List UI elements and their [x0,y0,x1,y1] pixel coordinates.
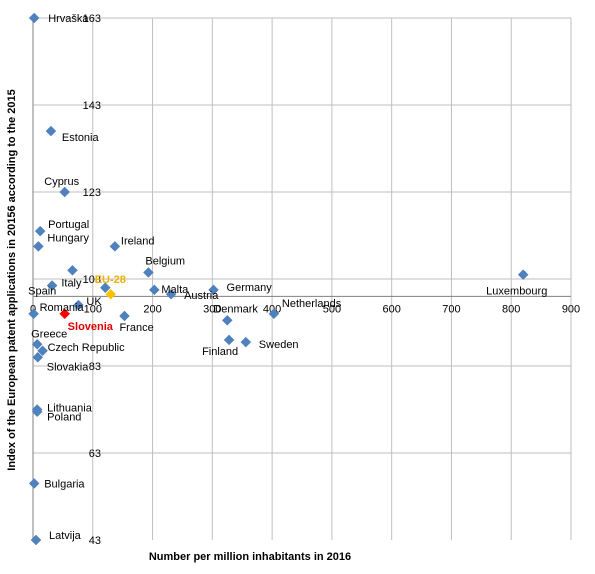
x-tick-label: 900 [562,303,580,315]
y-tick-label: 83 [89,361,101,373]
point-netherlands [268,308,280,320]
point-label-ireland: Ireland [121,235,155,247]
point-label-hungary: Hungary [47,232,89,244]
point-france [119,310,130,322]
x-tick-label: 600 [382,303,400,315]
point-label-germany: Germany [227,282,273,294]
point-germany [208,284,219,296]
point-label-luxembourg: Luxembourg [486,286,547,298]
point-label-belgium: Belgium [145,255,185,267]
point-greece [31,338,43,350]
x-tick-label: 100 [84,303,102,315]
y-axis-title: Index of the European patent application… [6,89,18,470]
point-cyprus [59,186,71,198]
y-tick-label: 143 [83,100,101,112]
point-label-sweden: Sweden [259,339,299,351]
point-label-cyprus: Cyprus [44,176,79,188]
point-austria [165,288,177,300]
x-tick-label: 500 [323,303,341,315]
point-label-netherlands: Netherlands [282,298,342,310]
point-sweden [240,336,252,348]
point-label-eu-28: EU-28 [95,274,126,286]
point-malta [148,284,160,296]
point-czech-republic [37,345,48,357]
point-latvija [30,534,42,546]
point-label-latvija: Latvija [49,530,82,542]
data-points [28,12,529,546]
point-label-denmark: Denmark [213,303,258,315]
point-eu-28 [105,288,117,300]
point-italy [99,282,111,294]
y-tick-label: 63 [89,448,101,460]
point-label-uk: UK [86,296,102,308]
point-hrva-ka [28,12,40,24]
point-label-italy: Italy [61,278,82,290]
point-label-portugal: Portugal [48,219,89,231]
point-hungary [33,241,44,252]
point-estonia [45,125,57,137]
point-label-france: France [119,322,153,334]
point-belgium [143,267,154,278]
point-label-austria: Austria [184,290,219,302]
point-label-hrva-ka: Hrvaška [48,13,89,25]
point-label-slovakia: Slovakia [47,361,89,373]
point-label-greece: Greece [31,328,67,340]
x-tick-label: 700 [442,303,460,315]
point-label-bulgaria: Bulgaria [44,478,85,490]
point-label-poland: Poland [47,412,81,424]
point-label-malta: Malta [161,284,189,296]
point-label-slovenia: Slovenia [68,321,114,333]
point-ireland [109,241,121,252]
x-tick-label: 300 [203,303,221,315]
point-uk [73,299,84,311]
y-tick-label: 43 [89,535,101,547]
y-tick-label: 123 [83,187,101,199]
point-finland [223,334,235,346]
point-bulgaria [28,478,40,489]
x-axis-title: Number per million inhabitants in 2016 [149,551,351,563]
point-romania [28,308,39,320]
point-luxembourg [517,269,529,281]
point-label-romania: Romania [40,302,85,314]
point-unlabeled [67,264,78,276]
point-slovakia [32,351,44,363]
point-slovenia [59,308,71,320]
point-portugal [34,225,46,237]
point-spain [46,280,58,291]
y-tick-label: 103 [83,274,101,286]
x-tick-label: 800 [502,303,520,315]
y-tick-labels: 43 63 83 103 123 143 163 [83,13,101,547]
point-label-estonia: Estonia [62,132,100,144]
point-denmark [221,314,233,326]
point-label-finland: Finland [202,346,238,358]
grid-lines [33,17,572,540]
axes [32,18,571,540]
point-label-czech-republic: Czech Republic [48,342,126,354]
point-label-lithuania: Lithuania [47,403,93,415]
point-label-spain: Spain [28,286,56,298]
y-tick-label: 163 [83,13,101,25]
point-poland [31,406,43,418]
x-tick-label: 200 [143,303,161,315]
